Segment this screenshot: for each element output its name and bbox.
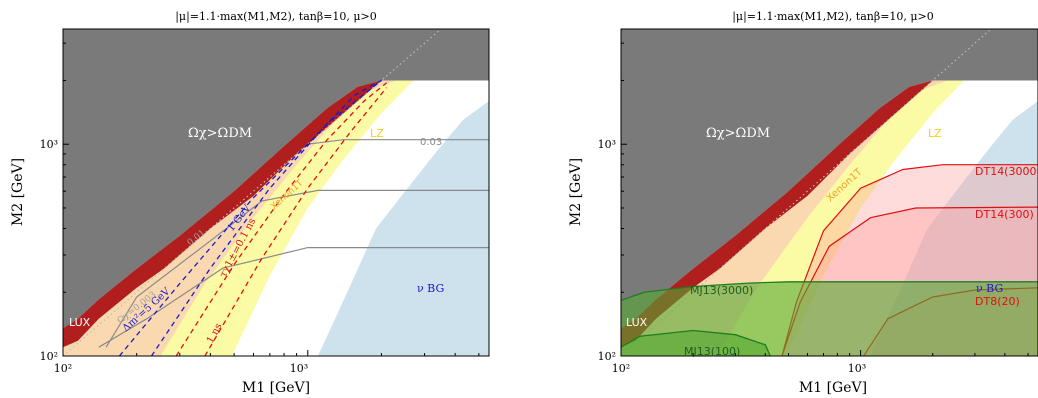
right-plot-area [621, 29, 1038, 356]
left-contour-dm-5gev [118, 79, 382, 356]
right-x-tick-label-100: 10² [612, 362, 630, 375]
left-label-nu-bg: ν BG [417, 282, 444, 295]
left-plot-frame [62, 28, 490, 357]
left-contour-tau-0.1ns [175, 82, 388, 356]
left-tick-marks [62, 42, 480, 357]
right-label-lux: LUX [626, 316, 648, 329]
right-chart-title: |μ|=1.1·max(M1,M2), tanβ=10, μ>0 [732, 10, 934, 24]
right-label-dt14-3000: DT14(3000) [975, 165, 1038, 178]
right-panel: |μ|=1.1·max(M1,M2), tanβ=10, μ>0 10² 10³… [568, 10, 1038, 396]
left-x-axis-label: M1 [GeV] [242, 380, 310, 396]
right-y-tick-label-1000: 10³ [598, 138, 616, 151]
left-contour-0.01 [105, 189, 489, 348]
right-label-nu-bg: ν BG [976, 282, 1003, 295]
left-panel: |μ|=1.1·max(M1,M2), tanβ=10, μ>0 10² 10³… [10, 10, 490, 396]
left-contour-0.03 [307, 139, 489, 145]
left-label-lux: LUX [69, 316, 91, 329]
right-label-mj13-3000: MJ13(3000) [690, 284, 753, 297]
left-plot-area [63, 29, 489, 356]
right-label-lz: LZ [928, 127, 942, 140]
left-xenon1t-region [63, 80, 489, 356]
left-y-tick-label-100: 10² [40, 350, 58, 363]
right-tick-marks [620, 42, 1029, 357]
right-y-tick-label-100: 10² [598, 350, 616, 363]
left-x-tick-label-1000: 10³ [290, 362, 308, 375]
left-label-lz: LZ [370, 127, 384, 140]
left-y-tick-label-1000: 10³ [40, 138, 58, 151]
left-relic-excluded-region [63, 29, 489, 329]
right-relic-excluded-region [621, 29, 1038, 329]
left-contour-0.003 [98, 247, 489, 348]
right-label-dt8-20: DT8(20) [975, 295, 1020, 308]
left-y-axis-label: M2 [GeV] [10, 158, 26, 226]
left-contour-tau-1ns [204, 87, 388, 356]
left-nu-bg-region [317, 101, 489, 356]
left-x-tick-label-100: 10² [54, 362, 72, 375]
right-label-relic-excluded: Ωχ>ΩDM [706, 126, 770, 141]
right-plot-frame [620, 28, 1038, 357]
right-mj13-3000-region-edge [621, 281, 1038, 302]
right-y-axis-label: M2 [GeV] [568, 158, 584, 226]
right-mj13-100-region [621, 330, 771, 356]
left-lux-region [63, 80, 382, 356]
right-x-axis-label: M1 [GeV] [799, 380, 867, 396]
right-label-mj13-100: MJ13(100) [684, 345, 740, 358]
right-x-tick-label-1000: 10³ [848, 362, 866, 375]
left-contour-label-0.03: 0.03 [420, 137, 442, 148]
left-label-relic-excluded: Ωχ>ΩDM [188, 126, 252, 141]
right-mj13-100-region-edge [621, 329, 771, 356]
left-chart-title: |μ|=1.1·max(M1,M2), tanβ=10, μ>0 [175, 10, 377, 24]
right-label-dt14-300: DT14(300) [975, 208, 1034, 221]
